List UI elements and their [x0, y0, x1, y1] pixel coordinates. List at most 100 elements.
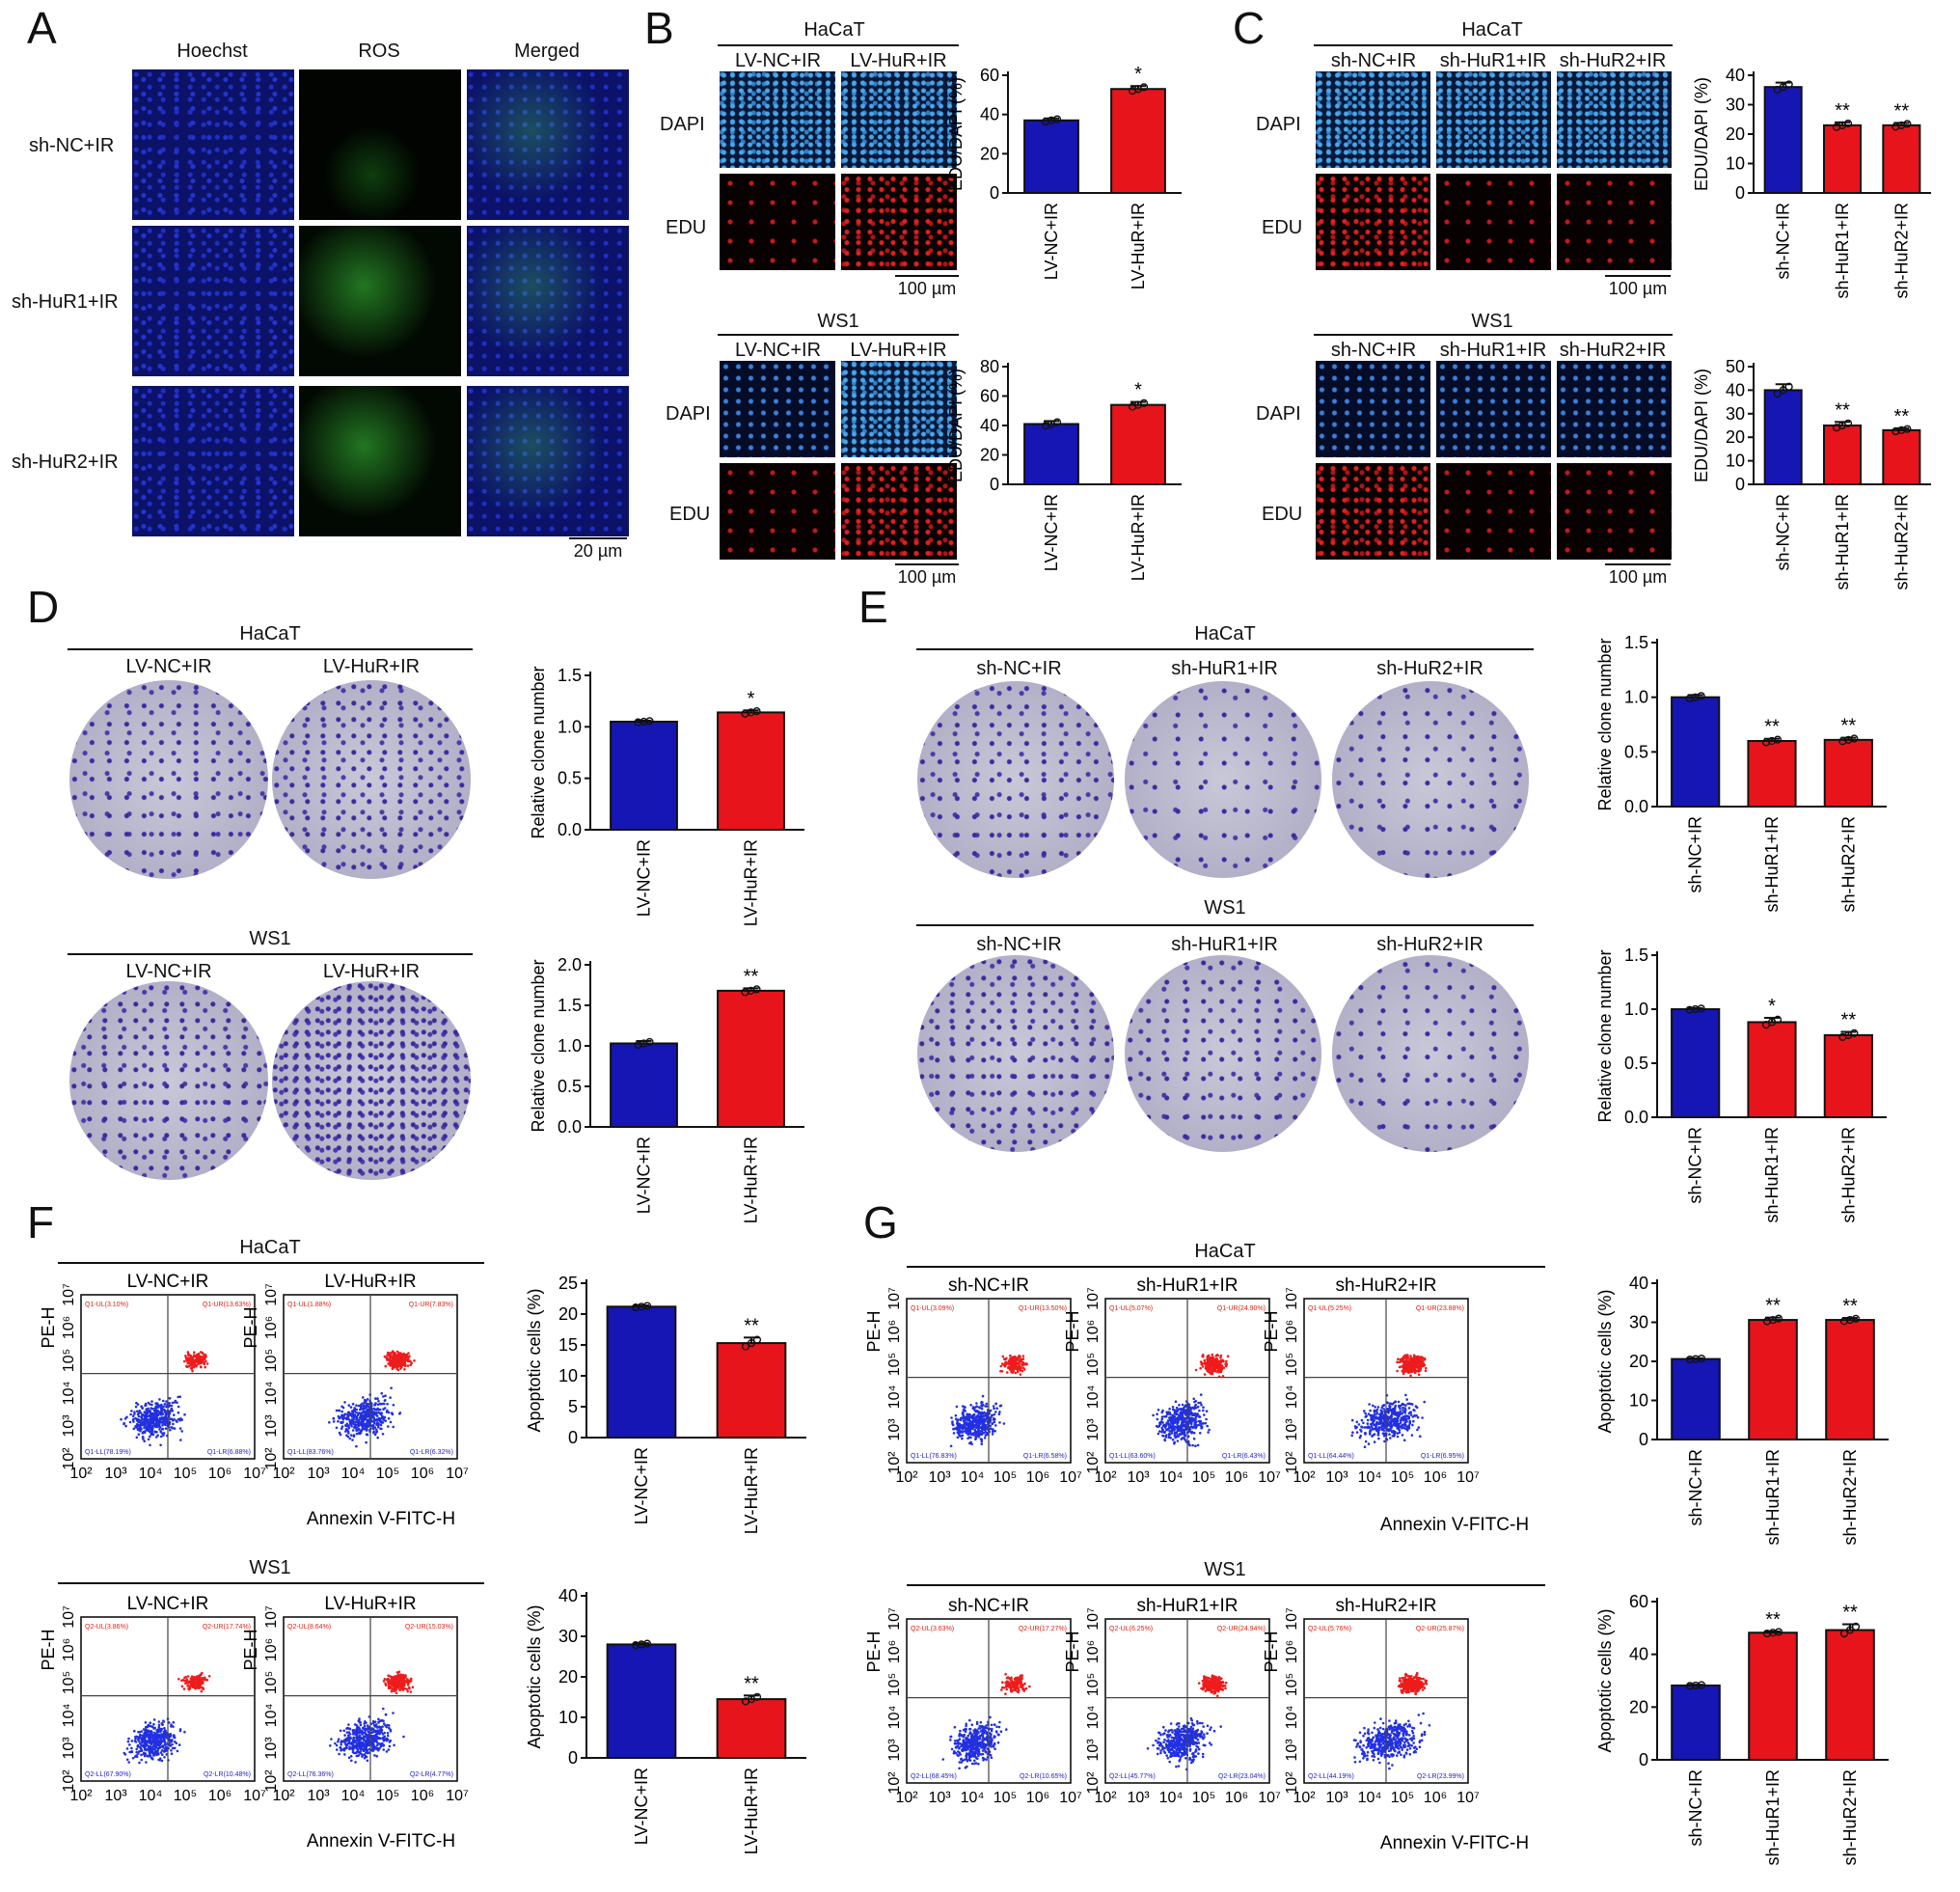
e2-sh-nc-header: sh-NC+IR [976, 934, 1062, 955]
y-tick-label: 1.0 [558, 1036, 582, 1056]
quadrant-ll-label: Q2-LL(68.45%) [911, 1773, 957, 1780]
data-point [1903, 425, 1912, 433]
y-tick-label: 40 [980, 416, 999, 435]
e-ws1-rule [916, 924, 1534, 926]
quadrant-lr-label: Q1-LR(6.32%) [410, 1449, 453, 1456]
bar [1822, 425, 1863, 485]
panel-label-g: G [863, 1197, 898, 1248]
significance-mark: ** [1842, 1296, 1858, 1317]
micro-dapi-b1-nc [718, 69, 837, 170]
quadrant-lr-label: Q2-LR(10.48%) [204, 1771, 251, 1778]
x-tick-label: sh-NC+IR [1686, 1769, 1705, 1847]
y-tick-label: 10⁶ [886, 1640, 903, 1663]
x-tick-label: sh-HuR2+IR [1838, 816, 1858, 913]
data-point [1845, 1626, 1855, 1634]
quadrant-ul-label: Q2-UL(3.86%) [85, 1624, 128, 1631]
b-dapi-label: DAPI [660, 114, 705, 135]
data-point [642, 1302, 652, 1310]
bar [1747, 1021, 1797, 1118]
bar [606, 1305, 677, 1439]
bar-chart-e1: 0.0 0.5 1.0 1.5 Relative clone number sh-NC+I… [1595, 633, 1887, 913]
data-point [1773, 735, 1783, 744]
data-point [1774, 1314, 1783, 1323]
data-point [1851, 1314, 1861, 1323]
y-tick-label: 0 [990, 183, 999, 203]
row-label-sh-hur1: sh-HuR1+IR [12, 291, 119, 313]
y-axis-label: Relative clone number [1595, 949, 1615, 1122]
quadrant-ll-label: Q2-LL(45.77%) [1109, 1773, 1156, 1780]
y-tick-label: 10³ [61, 1737, 77, 1760]
y-tick-label: 60 [980, 387, 999, 406]
x-tick-label: 10⁷ [243, 1788, 266, 1804]
significance-mark: ** [744, 966, 759, 987]
quadrant-ul-label: Q2-UL(3.63%) [911, 1626, 954, 1632]
bar [1671, 1684, 1721, 1762]
y-tick-label: 10⁶ [1284, 1640, 1300, 1663]
panel-label-c: C [1233, 3, 1266, 53]
y-tick-label: 0 [568, 1748, 578, 1768]
x-tick-label: sh-NC+IR [1774, 203, 1793, 280]
y-axis-label: EDU/DAPI (%) [1692, 77, 1711, 191]
y-tick-label: 20 [980, 144, 999, 163]
significance-mark: ** [1764, 717, 1780, 738]
c2-sh-nc-header: sh-NC+IR [1330, 340, 1417, 361]
x-tick-label: 10⁵ [376, 1466, 399, 1482]
flow-plot-f-haCaT-1: Q1-UL(3.10%) Q1-UR(13.63%) Q1-LL(78.19%) Q1… [39, 1283, 266, 1482]
bar-chart-g1: 0 10 20 30 40 Apoptotic cells (%) sh-NC+IR ** sh… [1595, 1274, 1889, 1546]
y-tick-label: 5 [568, 1397, 578, 1416]
bar [1671, 1357, 1721, 1440]
x-tick-label: 10³ [1127, 1790, 1150, 1806]
x-tick-label: LV-HuR+IR [742, 839, 761, 926]
bar [1110, 403, 1166, 485]
y-tick-label: 10² [263, 1447, 280, 1470]
significance-mark: ** [1894, 100, 1910, 122]
y-tick-label: 10⁴ [1284, 1706, 1300, 1730]
x-tick-label: 10⁴ [1358, 1790, 1382, 1806]
x-tick-label: LV-HuR+IR [1129, 203, 1148, 289]
flow-header: LV-NC+IR [127, 1594, 209, 1614]
y-tick-label: 20 [558, 1304, 578, 1324]
y-tick-label: 1.5 [558, 666, 582, 685]
bar [1763, 389, 1803, 485]
bar [1882, 428, 1921, 486]
clone-dish-d-ws1-nc [69, 981, 268, 1180]
data-point [631, 1641, 640, 1650]
significance-mark: ** [1835, 399, 1850, 421]
flow-plot-g-ws1-1: Q2-UL(3.63%) Q2-UR(17.27%) Q2-LL(68.45%) Q2… [864, 1607, 1082, 1806]
y-tick-label: 20 [980, 446, 999, 465]
bar [1671, 1008, 1721, 1118]
e-sh-hur2-header: sh-HuR2+IR [1376, 658, 1484, 679]
data-point [1773, 1015, 1783, 1024]
flow-plot-f-ws1-1: Q2-UL(3.86%) Q2-UR(17.74%) Q2-LL(67.90%) Q2… [39, 1605, 266, 1804]
y-tick-label: 40 [980, 105, 999, 124]
quadrant-lr-label: Q1-LR(6.43%) [1222, 1453, 1266, 1460]
x-tick-label: 10⁵ [994, 1790, 1017, 1806]
y-tick-label: 50 [1726, 357, 1745, 376]
quadrant-ur-label: Q2-UR(24.94%) [1217, 1626, 1266, 1632]
data-point [1691, 1681, 1701, 1690]
x-tick-label: sh-HuR1+IR [1833, 203, 1852, 299]
c-haCaT-title: HaCaT [1461, 19, 1523, 41]
flow-header: LV-NC+IR [127, 1272, 209, 1292]
y-tick-label: 10⁷ [263, 1605, 280, 1629]
y-tick-label: 10⁴ [263, 1704, 280, 1728]
data-point [1843, 119, 1853, 128]
data-point [637, 1302, 646, 1311]
x-tick-label: sh-HuR1+IR [1833, 494, 1852, 590]
y-axis-label: Relative clone number [1595, 638, 1615, 810]
x-tick-label: 10⁴ [139, 1788, 163, 1804]
x-tick-label: 10⁵ [1391, 1790, 1414, 1806]
y-tick-label: 10⁷ [886, 1607, 903, 1631]
bar-chart-b2: 0 20 40 60 80 EDU/DAPI (%) LV-NC+IR * LV-HuR+IR [946, 357, 1182, 581]
e2-sh-hur2-header: sh-HuR2+IR [1376, 934, 1484, 955]
quadrant-ll-label: Q2-LL(44.19%) [1308, 1773, 1354, 1780]
y-tick-label: 10⁴ [1284, 1385, 1300, 1410]
scale-bar-c1: 100 µm [1605, 275, 1671, 299]
y-tick-label: 10⁶ [1284, 1320, 1300, 1343]
quadrant-ur-label: Q1-UR(13.63%) [203, 1302, 251, 1308]
g-ws1-rule [907, 1584, 1545, 1586]
y-tick-label: 40 [558, 1586, 578, 1605]
y-tick-label: 10⁴ [1085, 1385, 1102, 1410]
c2-edu-label: EDU [1262, 504, 1303, 525]
